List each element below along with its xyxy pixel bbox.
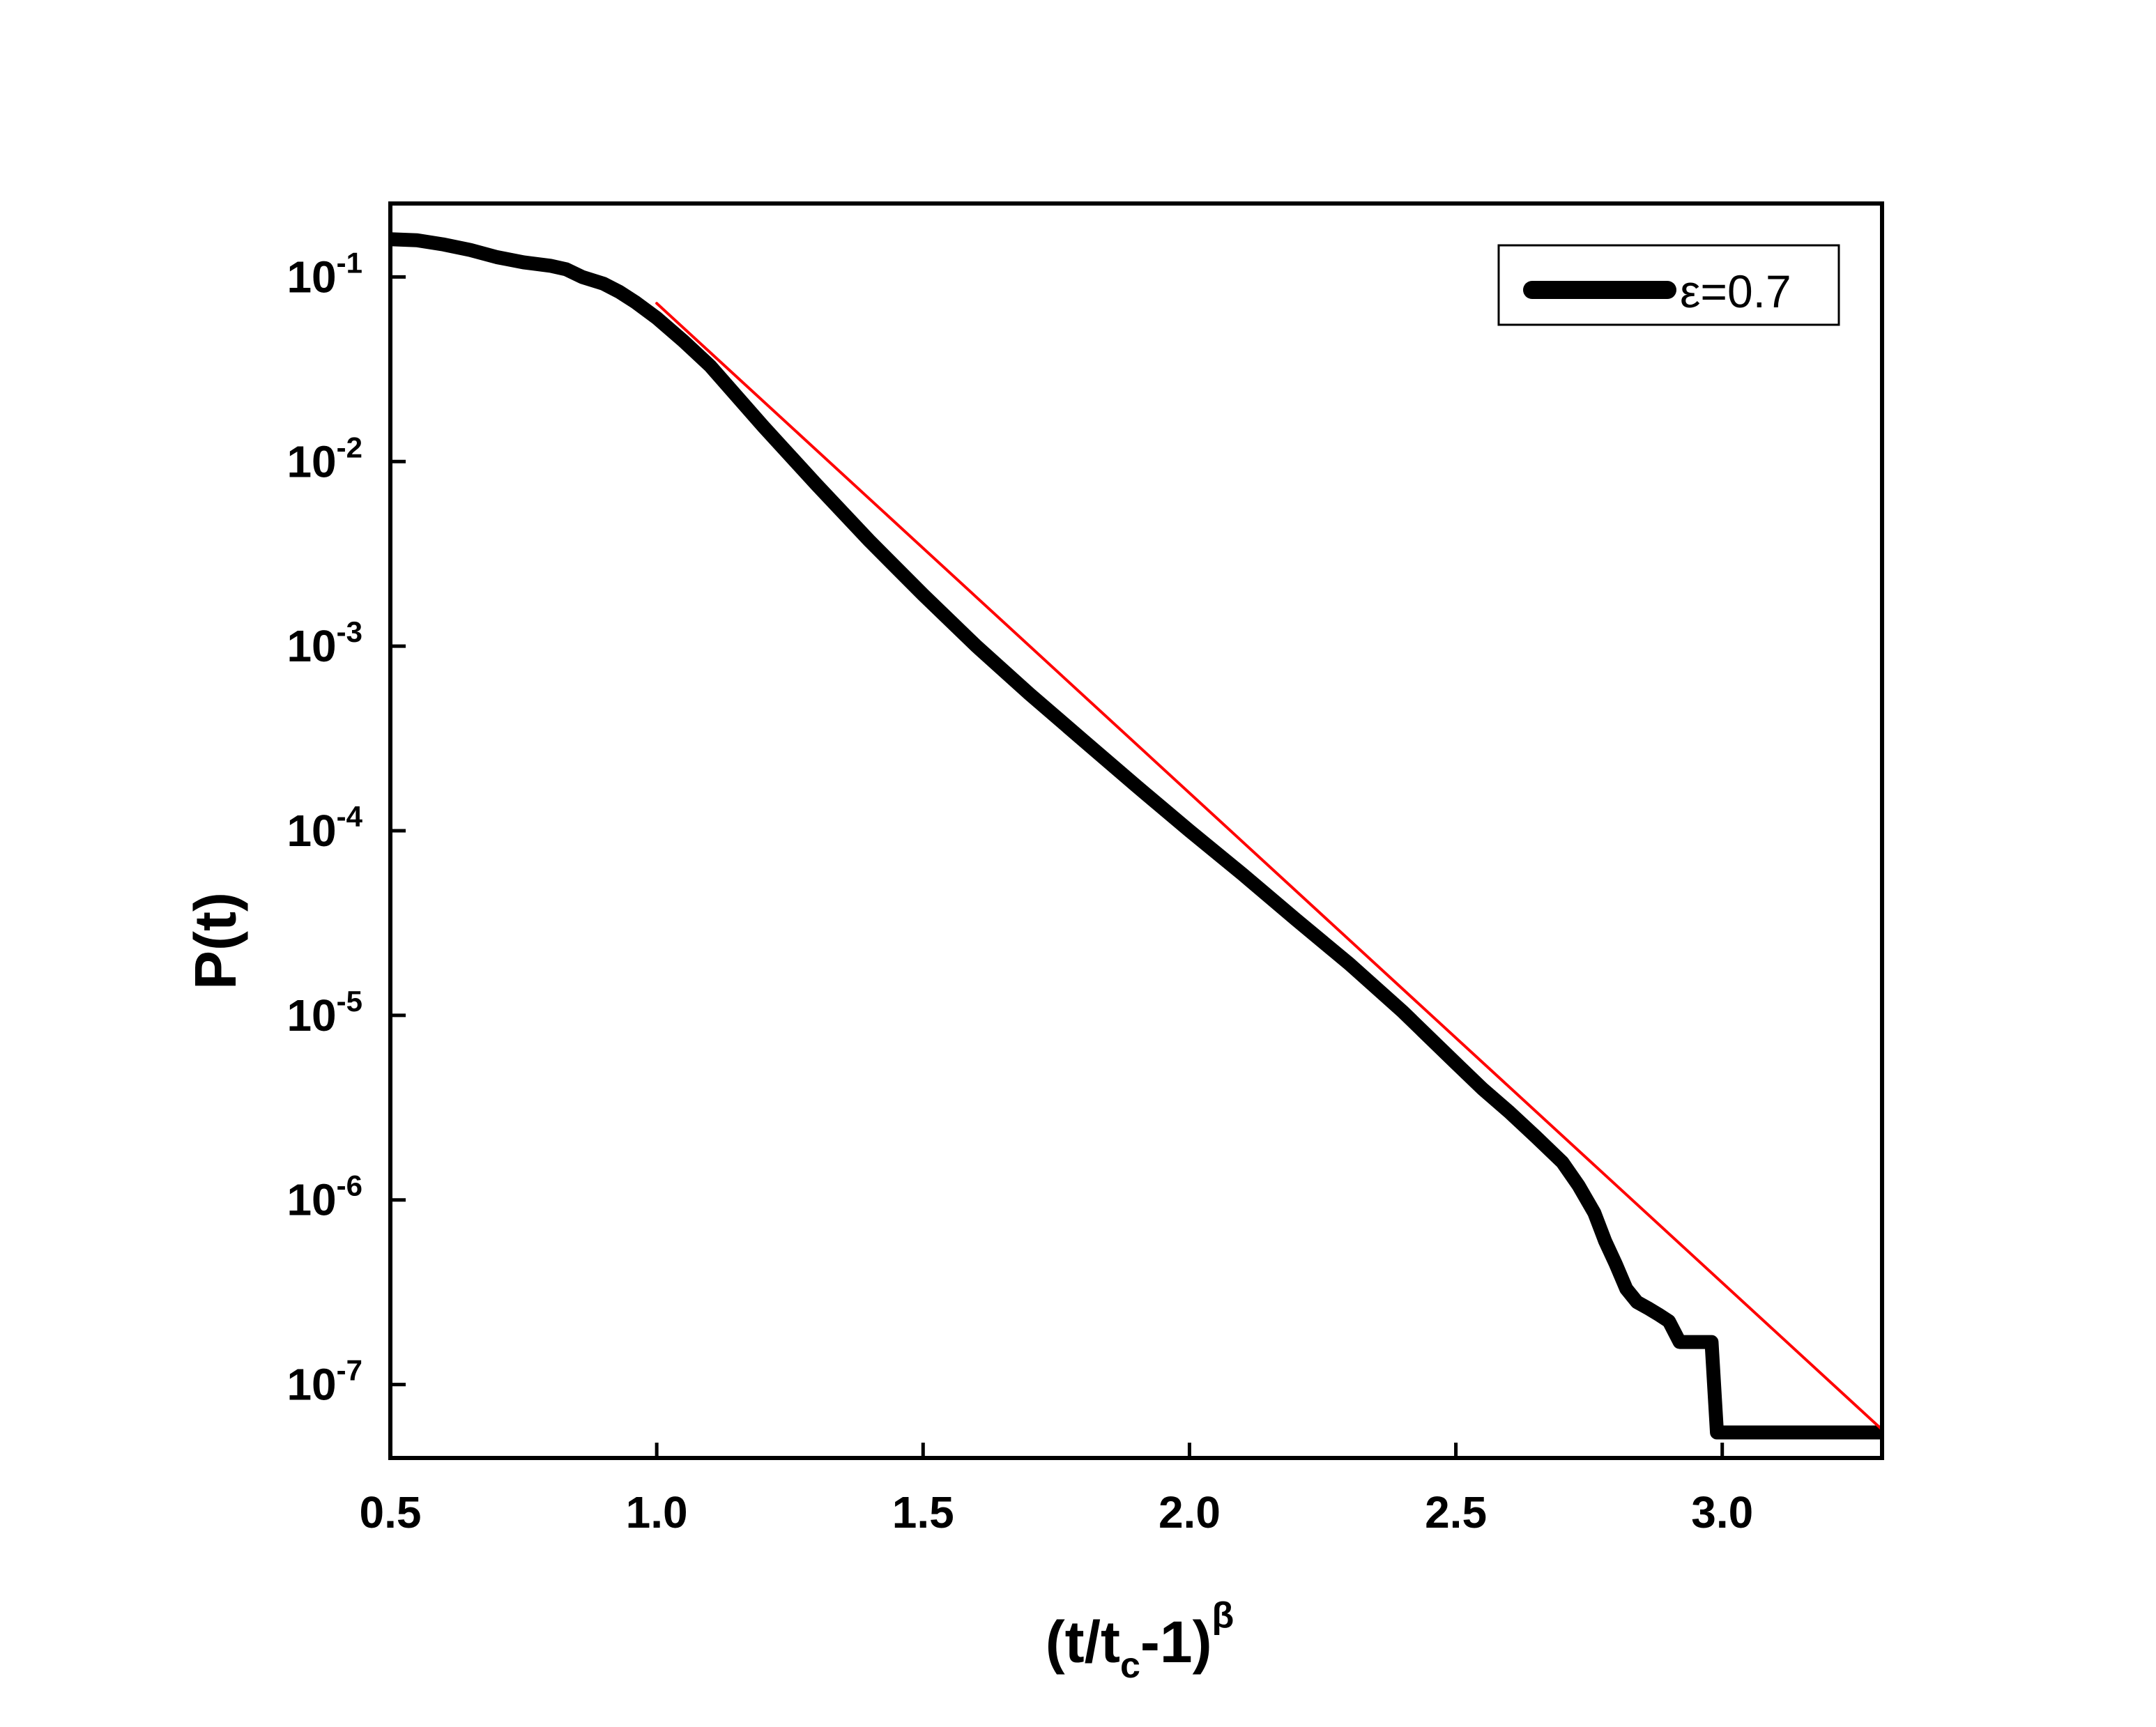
x-tick-label: 0.5 (360, 1487, 422, 1537)
x-axis-ticks: 0.5 1.0 1.5 2.0 2.5 3.0 (360, 1443, 1753, 1537)
y-tick-label: 10-1 (286, 246, 362, 302)
legend: ε=0.7 (1497, 244, 1840, 326)
legend-label: ε=0.7 (1680, 266, 1791, 317)
x-axis-label-sub: c (1120, 1645, 1140, 1686)
y-tick-exponent: -2 (337, 431, 362, 463)
y-tick-exponent: -3 (337, 615, 362, 648)
y-tick-base: 10 (286, 1175, 336, 1225)
x-tick-label: 1.0 (626, 1487, 688, 1537)
y-tick-exponent: -5 (337, 985, 362, 1018)
y-tick-exponent: -6 (337, 1169, 362, 1202)
x-tick-label: 1.5 (892, 1487, 954, 1537)
y-tick-label: 10-7 (286, 1354, 362, 1410)
x-tick-label: 3.0 (1691, 1487, 1753, 1537)
x-axis-label-mid: -1) (1140, 1609, 1212, 1675)
y-tick-base: 10 (286, 1360, 336, 1410)
fit-line (655, 302, 1882, 1432)
x-tick-label: 2.5 (1425, 1487, 1487, 1537)
y-tick-label: 10-3 (286, 615, 362, 671)
y-tick-base: 10 (286, 436, 336, 486)
y-tick-label: 10-6 (286, 1169, 362, 1225)
x-tick-label: 2.0 (1159, 1487, 1221, 1537)
y-tick-base: 10 (286, 252, 336, 302)
series-line-epsilon-0-7 (390, 232, 1882, 1440)
y-tick-exponent: -4 (337, 800, 363, 833)
series-layer (390, 232, 1882, 1440)
y-axis-label: P(t) (183, 892, 248, 990)
x-axis-label: (t/tc-1)β (1046, 1595, 1234, 1686)
y-tick-base: 10 (286, 990, 336, 1041)
y-tick-exponent: -1 (337, 246, 362, 279)
y-tick-base: 10 (286, 806, 336, 856)
y-tick-exponent: -7 (337, 1354, 362, 1387)
y-tick-base: 10 (286, 621, 336, 671)
y-tick-label: 10-4 (286, 800, 362, 856)
y-axis-ticks: 10-110-210-310-410-510-610-7 (286, 246, 406, 1410)
y-tick-label: 10-5 (286, 985, 362, 1041)
x-axis-label-main: (t/t (1046, 1609, 1120, 1675)
x-axis-label-sup: β (1212, 1595, 1234, 1636)
y-tick-label: 10-2 (286, 431, 362, 486)
